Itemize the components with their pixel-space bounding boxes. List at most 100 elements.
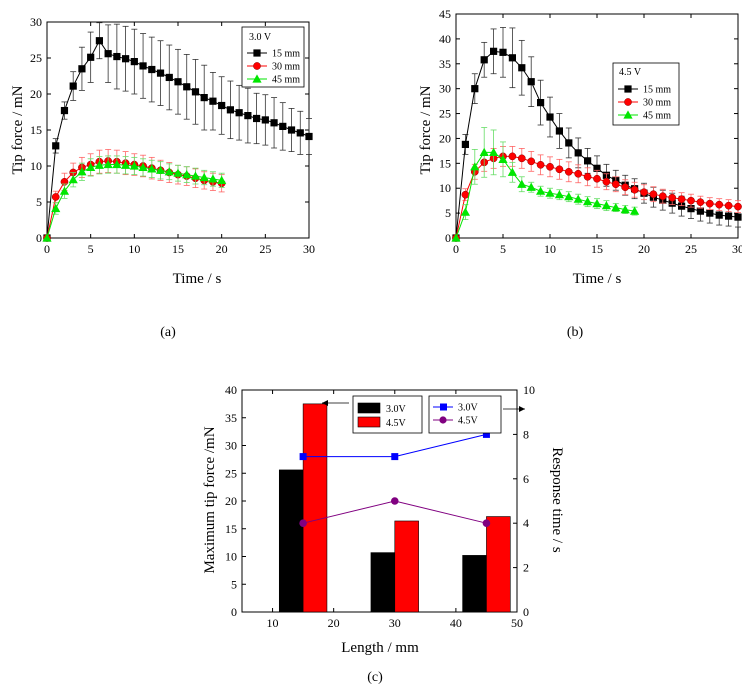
pa-legend-marker — [253, 62, 261, 70]
pb-point — [724, 201, 733, 210]
pb-point — [696, 198, 705, 207]
pb-point — [725, 212, 733, 220]
pa-legend-marker — [253, 49, 261, 57]
pa-point — [305, 132, 313, 141]
pa-point — [218, 101, 226, 110]
pc-ytick-label: 25 — [225, 466, 237, 480]
pc-line-point — [299, 519, 307, 527]
pa-point — [199, 172, 209, 182]
pb-xtick-label: 10 — [544, 242, 556, 256]
pa-point — [42, 233, 52, 242]
pb-point — [546, 113, 554, 121]
pb-xtick-label: 5 — [500, 242, 506, 256]
pc-ytick-right-label: 4 — [523, 516, 529, 530]
pb-point — [498, 154, 508, 163]
pb-point — [518, 64, 526, 72]
pb-point — [527, 78, 535, 86]
pa-point — [173, 168, 183, 177]
pb-point — [508, 54, 516, 62]
pc-xtick-label: 40 — [450, 616, 462, 630]
pa-legend-marker — [252, 74, 262, 83]
pa-point — [121, 160, 131, 169]
pa-point — [129, 161, 139, 170]
pc-legend-bar-swatch — [357, 416, 381, 428]
pb-ytick-label: 25 — [439, 107, 451, 121]
pc-legend-line-marker — [439, 416, 447, 424]
pa-point — [191, 88, 200, 96]
pa-xtick-label: 10 — [128, 242, 140, 256]
pb-point — [677, 195, 686, 204]
pb-ytick-label: 15 — [439, 156, 451, 170]
pb-legend-marker — [624, 98, 632, 106]
chart-c-legend-lines-box — [428, 395, 502, 434]
pa-point — [261, 116, 269, 124]
chart-c-legend-lines: 3.0V 4.5V — [428, 395, 525, 434]
pc-line-point — [391, 453, 399, 461]
pa-point — [130, 58, 138, 66]
panel-label-b: (b) — [567, 325, 584, 340]
pb-point — [555, 165, 564, 174]
pb-point — [564, 192, 574, 201]
chart-a-ylabel: Tip force / mN — [10, 85, 26, 174]
pc-legend-bars-arrowhead — [322, 400, 328, 406]
pc-ytick-label: 5 — [231, 577, 237, 591]
pa-point — [156, 69, 165, 77]
pa-ytick-label: 25 — [30, 51, 42, 65]
pa-point — [209, 97, 217, 105]
pa-point — [148, 65, 156, 74]
pb-point — [715, 200, 724, 209]
pc-bar-4.5V — [394, 520, 419, 613]
pa-point — [52, 142, 60, 150]
pb-point — [537, 99, 545, 107]
pa-point — [190, 171, 201, 180]
pa-point — [164, 167, 174, 176]
pa-point — [155, 165, 166, 174]
pb-ytick-label: 20 — [439, 131, 451, 145]
pb-point — [461, 190, 470, 199]
pa-point — [138, 162, 148, 172]
pa-series-15mm — [43, 22, 313, 242]
pa-point — [182, 170, 192, 179]
pa-point — [104, 50, 112, 58]
pc-xtick-label: 10 — [267, 616, 279, 630]
pa-xtick-label: 15 — [172, 242, 184, 256]
pb-point — [640, 188, 648, 197]
chart-b-legend-title: 4.5 V — [619, 67, 642, 78]
pa-ytick-label: 5 — [36, 195, 42, 209]
pc-xtick-label: 50 — [511, 616, 523, 630]
pb-point — [611, 180, 620, 189]
pa-xtick-label: 25 — [259, 242, 271, 256]
pa-point — [68, 175, 78, 184]
pb-point — [564, 167, 573, 176]
pc-legend-bar-swatch — [357, 402, 381, 414]
pc-ytick-label: 30 — [225, 439, 237, 453]
pb-point — [658, 192, 667, 201]
pb-point — [545, 188, 555, 197]
pa-ytick-label: 10 — [30, 159, 42, 173]
pa-point — [226, 106, 234, 114]
pb-point — [593, 174, 601, 183]
pc-ytick-label: 20 — [225, 494, 237, 508]
pb-point — [546, 162, 554, 171]
pb-point — [687, 205, 695, 213]
pa-xtick-label: 0 — [44, 242, 50, 256]
pb-xtick-label: 15 — [591, 242, 603, 256]
pb-point — [451, 233, 461, 242]
pb-point — [555, 127, 563, 135]
pa-point — [60, 106, 69, 115]
pb-point — [678, 202, 686, 210]
pa-point — [217, 175, 227, 184]
pa-point — [86, 162, 96, 172]
pb-ytick-label: 35 — [439, 57, 451, 71]
pb-xtick-label: 25 — [685, 242, 697, 256]
pb-legend-marker — [624, 85, 632, 93]
pb-point — [583, 172, 592, 181]
pb-legend-label: 15 mm — [643, 85, 671, 96]
pb-point — [574, 149, 582, 157]
pc-bar-3.0V — [370, 552, 396, 613]
pb-point — [734, 213, 742, 221]
chart-a-legend: 3.0 V 15 mm 30 mm 45 mm — [241, 26, 305, 88]
pa-point — [200, 94, 208, 102]
